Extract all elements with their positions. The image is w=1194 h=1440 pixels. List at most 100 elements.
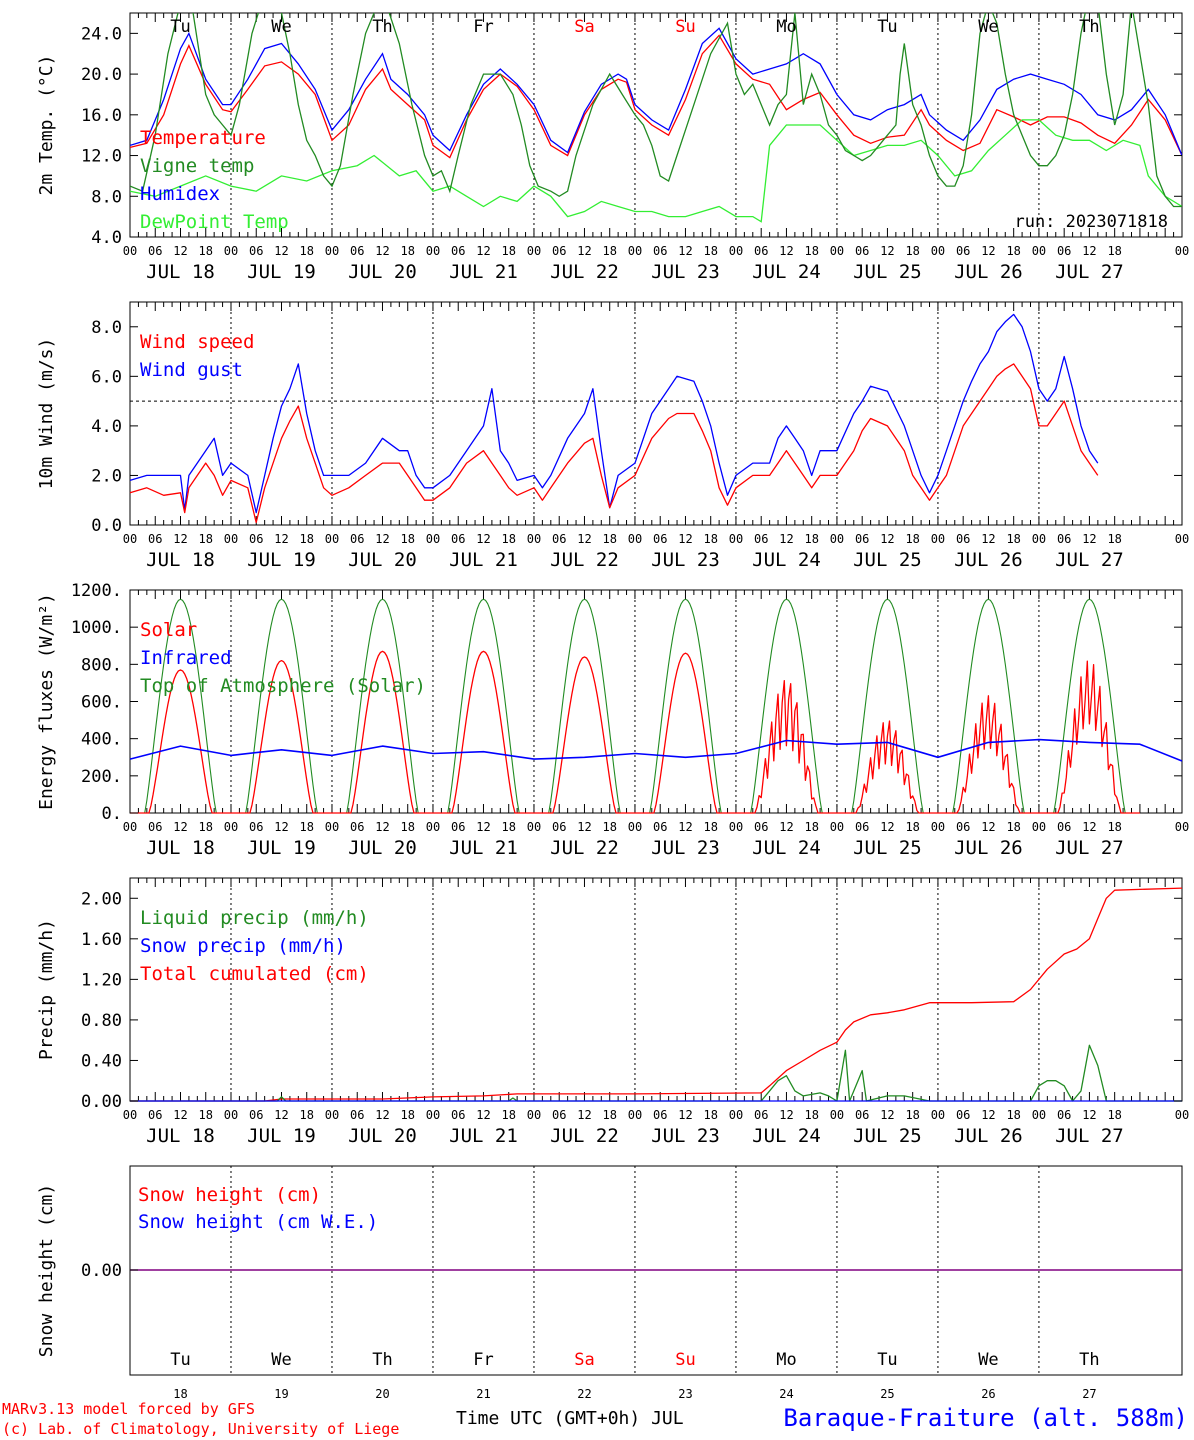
- y-tick-label: 8.0: [91, 318, 122, 338]
- hour-tick-label: 18: [501, 1108, 515, 1122]
- plot-frame: [129, 12, 1183, 238]
- y-tick-label: 0.40: [81, 1051, 122, 1071]
- legend-entry: Snow height (cm): [138, 1184, 321, 1206]
- date-label: JUL 25: [853, 1125, 922, 1147]
- legend-entry: Top of Atmosphere (Solar): [140, 675, 426, 697]
- hour-tick-label: 06: [855, 820, 869, 834]
- hour-tick-label: 12: [678, 244, 692, 258]
- date-label: JUL 26: [954, 1125, 1023, 1147]
- hour-tick-label: 06: [855, 1108, 869, 1122]
- series-line: [130, 27, 1182, 156]
- hour-tick-label: 06: [1057, 244, 1071, 258]
- weekday-label: Tu: [170, 1350, 190, 1370]
- date-label: JUL 24: [752, 1125, 821, 1147]
- hour-tick-label: 06: [855, 532, 869, 546]
- hour-tick-label: 00: [729, 1108, 743, 1122]
- hour-tick-label: 18: [1006, 1108, 1020, 1122]
- legend-entry: Temperature: [140, 127, 266, 149]
- y-tick-label: 20.0: [81, 65, 122, 85]
- hour-tick-label: 06: [350, 1108, 364, 1122]
- hour-tick-label: 12: [981, 1108, 995, 1122]
- hour-tick-label: 00: [325, 820, 339, 834]
- plot-frame: [129, 301, 1183, 526]
- day-number-label: 20: [375, 1387, 389, 1401]
- date-label: JUL 22: [550, 549, 619, 571]
- hour-tick-label: 18: [1107, 1108, 1121, 1122]
- hour-tick-label: 06: [653, 820, 667, 834]
- legend-entry: Liquid precip (mm/h): [140, 907, 369, 929]
- legend-entry: Snow height (cm W.E.): [138, 1211, 378, 1233]
- hour-tick-label: 06: [956, 532, 970, 546]
- hour-tick-label: 12: [476, 1108, 490, 1122]
- hour-tick-label: 00: [729, 532, 743, 546]
- hour-tick-label: 18: [1107, 244, 1121, 258]
- weekday-label: We: [271, 1350, 291, 1370]
- hour-tick-label: 00: [628, 820, 642, 834]
- day-number-label: 26: [981, 1387, 995, 1401]
- hour-tick-label: 18: [703, 532, 717, 546]
- hour-tick-label: 06: [754, 244, 768, 258]
- hour-tick-label: 00: [527, 820, 541, 834]
- hour-tick-label: 00: [123, 820, 137, 834]
- hour-tick-label: 00: [426, 532, 440, 546]
- y-tick-label: 600.: [81, 693, 122, 713]
- hour-tick-label: 18: [804, 820, 818, 834]
- hour-tick-label: 18: [401, 532, 415, 546]
- y-tick-label: 400.: [81, 730, 122, 750]
- hour-tick-label: 06: [653, 1108, 667, 1122]
- y-tick-label: 200.: [81, 767, 122, 787]
- hour-tick-label: 00: [830, 244, 844, 258]
- hour-tick-label: 12: [779, 244, 793, 258]
- hour-tick-label: 06: [249, 244, 263, 258]
- y-tick-label: 2.0: [91, 466, 122, 486]
- day-number-label: 21: [476, 1387, 490, 1401]
- hour-tick-label: 12: [1082, 820, 1096, 834]
- legend-entry: DewPoint Temp: [140, 211, 289, 233]
- day-number-label: 27: [1082, 1387, 1096, 1401]
- date-label: JUL 21: [449, 261, 518, 283]
- hour-tick-label: 06: [249, 532, 263, 546]
- hour-tick-label: 06: [956, 244, 970, 258]
- day-number-label: 24: [779, 1387, 793, 1401]
- series-line: [129, 313, 1099, 514]
- y-tick-label: 1.20: [81, 970, 122, 990]
- hour-tick-label: 18: [905, 820, 919, 834]
- weekday-label: Mo: [776, 17, 796, 37]
- legend-entry: Solar: [140, 619, 197, 641]
- hour-tick-label: 00: [628, 244, 642, 258]
- date-label: JUL 20: [348, 261, 417, 283]
- lab-credit: (c) Lab. of Climatology, University of L…: [2, 1420, 399, 1438]
- date-label: JUL 19: [247, 837, 316, 859]
- hour-tick-label: 00: [931, 820, 945, 834]
- y-tick-label: 0.80: [81, 1011, 122, 1031]
- hour-tick-label: 06: [1057, 532, 1071, 546]
- hour-tick-label: 06: [653, 532, 667, 546]
- weekday-label: Fr: [473, 1350, 493, 1370]
- date-label: JUL 24: [752, 261, 821, 283]
- hour-tick-label: 18: [905, 1108, 919, 1122]
- run-label: run: 2023071818: [1014, 212, 1168, 232]
- x-axis-label: Time UTC (GMT+0h) JUL: [456, 1408, 684, 1429]
- date-label: JUL 27: [1055, 261, 1124, 283]
- hour-tick-label: 00: [325, 244, 339, 258]
- hour-tick-label: 12: [173, 820, 187, 834]
- weekday-label: Mo: [776, 1350, 796, 1370]
- hour-tick-label: 06: [451, 1108, 465, 1122]
- hour-tick-label: 00: [325, 532, 339, 546]
- weekday-label: Th: [372, 1350, 392, 1370]
- date-label: JUL 20: [348, 1125, 417, 1147]
- date-label: JUL 25: [853, 549, 922, 571]
- date-label: JUL 27: [1055, 549, 1124, 571]
- hour-tick-label: 06: [1057, 1108, 1071, 1122]
- hour-tick-label: 18: [1006, 532, 1020, 546]
- date-label: JUL 21: [449, 837, 518, 859]
- weekday-label: Sa: [574, 17, 594, 37]
- date-label: JUL 18: [146, 261, 215, 283]
- legend-entry: Vigne temp: [140, 155, 254, 177]
- hour-tick-label: 00: [224, 532, 238, 546]
- hour-tick-label: 00: [527, 1108, 541, 1122]
- hour-tick-label: 00: [224, 244, 238, 258]
- date-label: JUL 19: [247, 549, 316, 571]
- hour-tick-label: 06: [1057, 820, 1071, 834]
